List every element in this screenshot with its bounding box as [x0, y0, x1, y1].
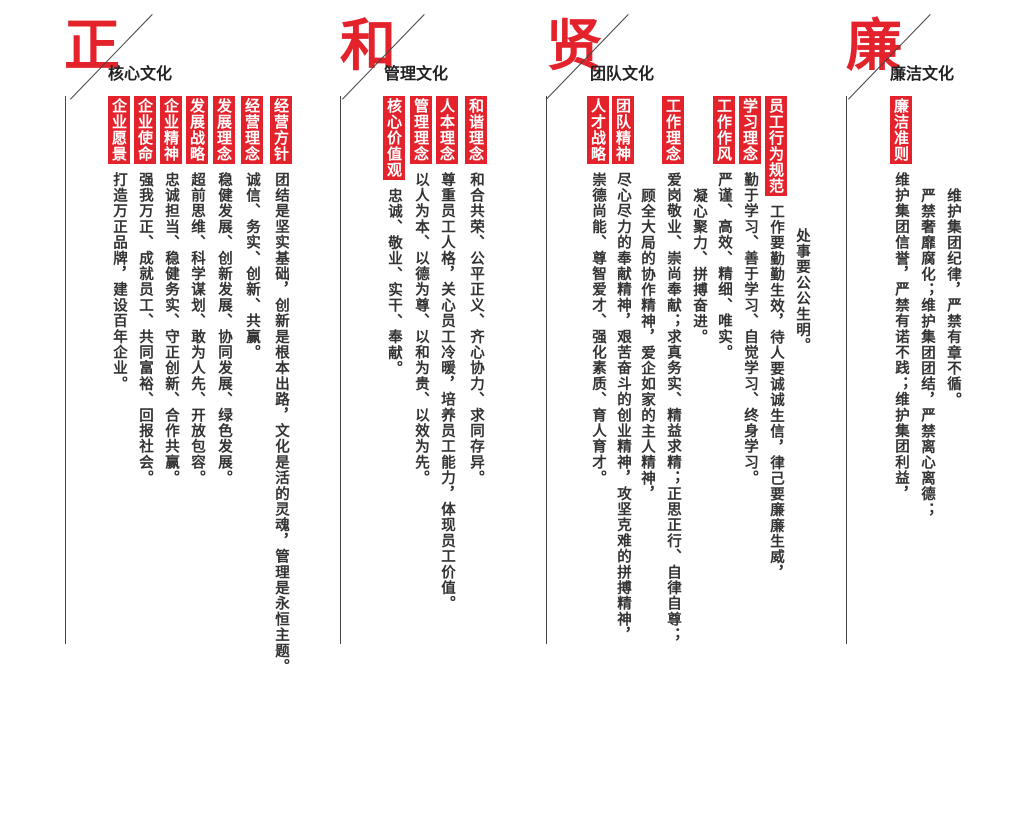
column-employee-conduct: 员工行为规范 工作要勤勤生效，待人要诚诚生信，律己要廉廉生威，: [765, 96, 787, 581]
column-conduct-continued: 处事要公公生明。: [791, 228, 813, 354]
column-learning-concept: 学习理念 勤于学习、善于学习、自觉学习、终身学习。: [739, 96, 761, 486]
column-text: 处事要公公生明。: [794, 228, 810, 354]
column-label: 发展战略: [186, 96, 208, 164]
column-label: 企业愿景: [108, 96, 130, 164]
section-title: 廉洁文化: [890, 64, 955, 83]
column-label: 学习理念: [739, 96, 761, 164]
column-text: 忠诚、敬业、实干、奉献。: [386, 188, 402, 377]
column-label: 团队精神: [612, 96, 634, 164]
column-text: 工作要勤勤生效，待人要诚诚生信，律己要廉廉生威，: [768, 204, 784, 581]
divider-vertical: [340, 96, 341, 644]
column-text: 强我万正、成就员工、共同富裕、回报社会。: [137, 172, 153, 486]
column-text: 维护集团纪律，严禁有章不循。: [945, 188, 961, 408]
column-work-style: 工作作风 严谨、高效、精细、唯实。: [713, 96, 735, 360]
heading-char: 正: [64, 13, 120, 79]
column-development-strategy: 发展战略 超前思维、科学谋划、敢为人先、开放包容。: [186, 96, 208, 486]
column-team-spirit: 团队精神 尽心尽力的奉献精神，艰苦奋斗的创业精神，攻坚克难的拼搏精神，: [612, 96, 634, 643]
column-label: 工作理念: [662, 96, 684, 164]
column-text: 打造万正品牌，建设百年企业。: [111, 172, 127, 392]
column-text: 团结是坚实基础，创新是根本出路，文化是活的灵魂，管理是永恒主题。: [273, 172, 289, 675]
column-label: 发展理念: [213, 96, 235, 164]
column-core-values: 核心价值观 忠诚、敬业、实干、奉献。: [383, 96, 405, 376]
column-enterprise-spirit: 企业精神 忠诚担当、稳健务实、守正创新、合作共赢。: [160, 96, 182, 486]
column-label: 和谐理念: [465, 96, 487, 164]
column-label: 人才战略: [587, 96, 609, 164]
column-text: 凝心聚力、拼搏奋进。: [691, 188, 707, 345]
column-text: 勤于学习、善于学习、自觉学习、终身学习。: [742, 172, 758, 486]
column-text: 爱岗敬业、崇尚奉献；求真务实、精益求精；正思正行、自律自尊；: [665, 172, 681, 643]
column-text: 顾全大局的协作精神，爱企如家的主人精神，: [639, 188, 655, 502]
column-text: 稳健发展、创新发展、协同发展、绿色发展。: [216, 172, 232, 486]
column-text: 崇德尚能、尊智爱才、强化素质、育人育才。: [590, 172, 606, 486]
column-label: 管理理念: [410, 96, 432, 164]
column-text: 尽心尽力的奉献精神，艰苦奋斗的创业精神，攻坚克难的拼搏精神，: [615, 172, 631, 643]
divider-vertical: [546, 96, 547, 644]
column-label: 经营方针: [270, 96, 292, 164]
divider-vertical: [65, 96, 66, 644]
column-work-concept-continued: 顾全大局的协作精神，爱企如家的主人精神，: [636, 188, 658, 502]
column-text: 忠诚担当、稳健务实、守正创新、合作共赢。: [163, 172, 179, 486]
column-text: 严禁奢靡腐化；维护集团团结，严禁离心离德；: [919, 188, 935, 518]
column-talent-strategy: 人才战略 崇德尚能、尊智爱才、强化素质、育人育才。: [587, 96, 609, 486]
column-harmony-concept: 和谐理念 和合共荣、公平正义、齐心协力、求同存异。: [465, 96, 487, 486]
column-label: 工作作风: [713, 96, 735, 164]
column-text: 和合共荣、公平正义、齐心协力、求同存异。: [468, 172, 484, 486]
column-label: 企业使命: [134, 96, 156, 164]
column-enterprise-vision: 企业愿景 打造万正品牌，建设百年企业。: [108, 96, 130, 392]
column-business-concept: 经营理念 诚信、务实、创新、共赢。: [241, 96, 263, 360]
column-label: 企业精神: [160, 96, 182, 164]
column-work-concept: 工作理念 爱岗敬业、崇尚奉献；求真务实、精益求精；正思正行、自律自尊；: [662, 96, 684, 643]
column-enterprise-mission: 企业使命 强我万正、成就员工、共同富裕、回报社会。: [134, 96, 156, 486]
heading-char: 和: [340, 13, 396, 79]
section-title: 团队文化: [590, 64, 655, 83]
column-integrity-1: 维护集团纪律，严禁有章不循。: [942, 188, 964, 408]
column-label: 核心价值观: [383, 96, 405, 180]
column-integrity-2: 严禁奢靡腐化；维护集团团结，严禁离心离德；: [916, 188, 938, 518]
column-text: 严谨、高效、精细、唯实。: [716, 172, 732, 361]
column-business-policy: 经营方针 团结是坚实基础，创新是根本出路，文化是活的灵魂，管理是永恒主题。: [270, 96, 292, 674]
divider-vertical: [846, 96, 847, 644]
column-label: 廉洁准则: [890, 96, 912, 164]
column-label: 人本理念: [436, 96, 458, 164]
column-text: 诚信、务实、创新、共赢。: [244, 172, 260, 361]
column-management-concept: 管理理念 以人为本、以德为尊、以和为贵、以效为先。: [410, 96, 432, 486]
column-label: 经营理念: [241, 96, 263, 164]
heading-char: 贤: [546, 13, 602, 79]
column-text: 以人为本、以德为尊、以和为贵、以效为先。: [413, 172, 429, 486]
column-label: 员工行为规范: [765, 96, 787, 196]
column-people-concept: 人本理念 尊重员工人格，关心员工冷暖，培养员工能力，体现员工价值。: [436, 96, 458, 612]
column-text: 超前思维、科学谋划、敢为人先、开放包容。: [189, 172, 205, 486]
column-integrity-code: 廉洁准则 维护集团信誉，严禁有诺不践；维护集团利益，: [890, 96, 912, 502]
column-text: 维护集团信誉，严禁有诺不践；维护集团利益，: [893, 172, 909, 502]
section-title: 核心文化: [108, 64, 173, 83]
section-title: 管理文化: [384, 64, 449, 83]
column-development-concept: 发展理念 稳健发展、创新发展、协同发展、绿色发展。: [213, 96, 235, 486]
column-work-style-continued: 凝心聚力、拼搏奋进。: [688, 188, 710, 345]
column-text: 尊重员工人格，关心员工冷暖，培养员工能力，体现员工价值。: [439, 172, 455, 612]
heading-char: 廉: [846, 13, 902, 79]
